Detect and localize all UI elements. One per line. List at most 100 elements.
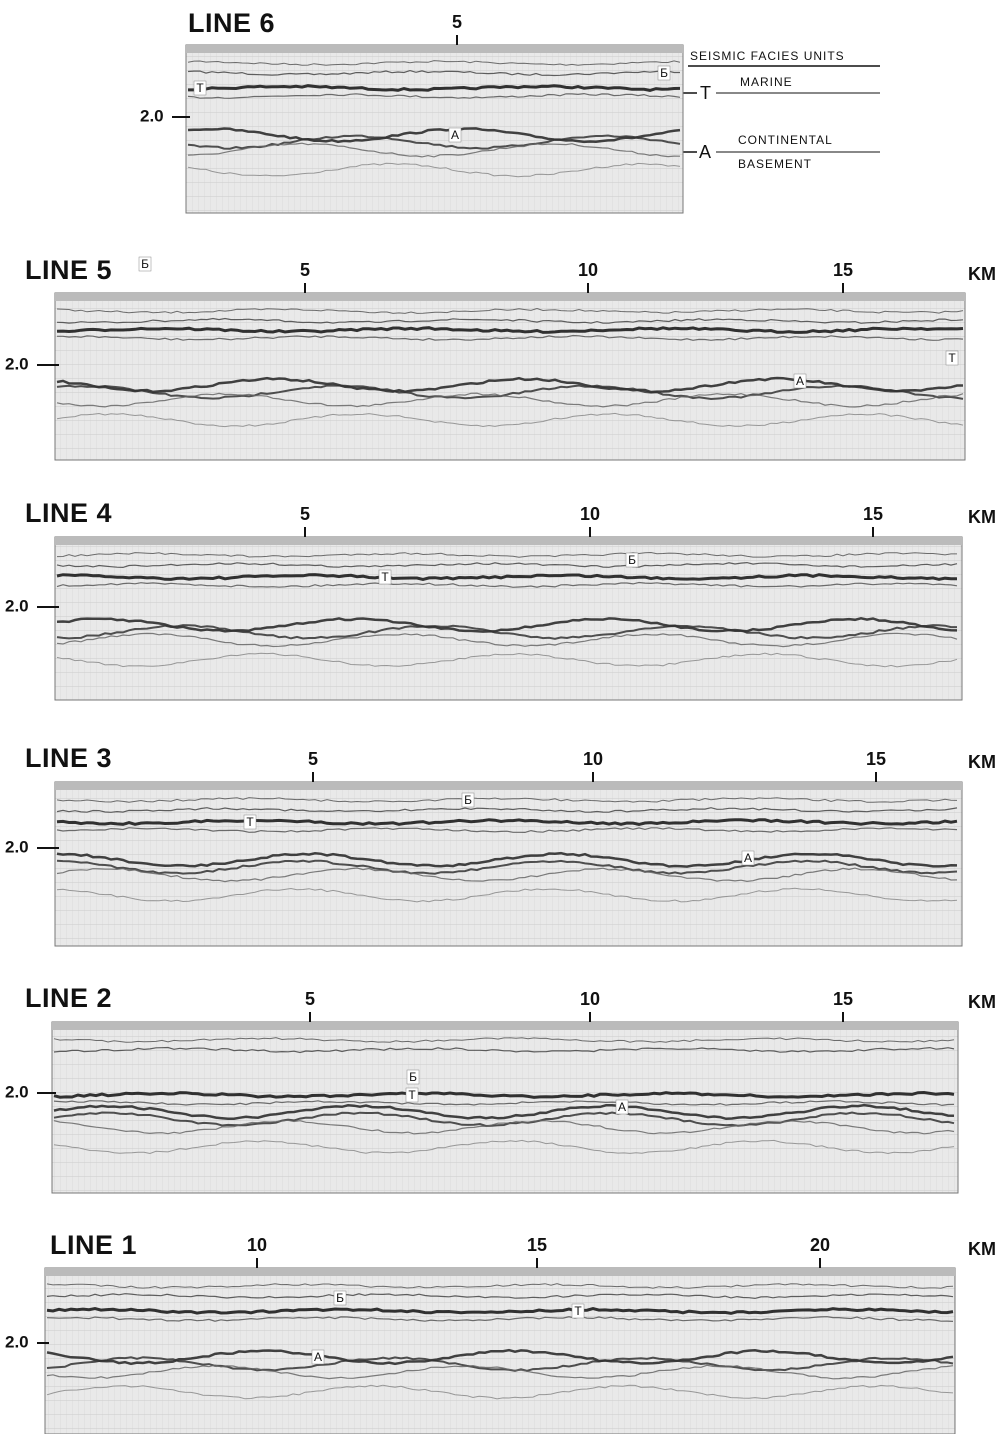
reflector	[53, 1103, 955, 1121]
reflector	[56, 317, 964, 324]
marker-box	[657, 65, 671, 81]
reflector	[46, 1348, 954, 1366]
horizon-marker: A	[744, 851, 752, 865]
km-tick-label: 10	[583, 749, 603, 769]
reflector	[56, 561, 958, 569]
reflector	[57, 334, 964, 341]
reflector	[56, 867, 958, 883]
seismic-line: LINE 5 5 10 15 KM 2.0 Б T A	[5, 255, 996, 461]
km-tick-label: 10	[580, 504, 600, 524]
horizon-marker: A	[451, 128, 459, 142]
legend-symbol: T	[700, 83, 711, 103]
line-title: LINE 6	[188, 8, 275, 38]
legend-symbol: A	[699, 142, 711, 162]
horizon-marker: Б	[409, 1070, 417, 1084]
reflector	[56, 392, 964, 408]
reflector	[56, 797, 958, 803]
km-unit: KM	[968, 264, 996, 284]
reflector	[187, 92, 681, 99]
marker-box	[378, 569, 392, 585]
km-unit: KM	[968, 752, 996, 772]
reflector	[56, 827, 958, 834]
reflector	[56, 573, 958, 581]
marker-box	[406, 1069, 420, 1085]
horizon-marker: Б	[660, 66, 668, 80]
reflector	[187, 69, 680, 77]
depth-label: 2.0	[5, 1332, 29, 1351]
reflector	[187, 142, 681, 158]
seismic-line: LINE 2 5 10 15 KM 2.0 БT A	[5, 983, 996, 1194]
depth-label: 2.0	[5, 1082, 29, 1101]
horizon-marker: T	[246, 815, 254, 829]
horizon-marker: A	[314, 1350, 322, 1364]
km-tick-label: 10	[578, 260, 598, 280]
seismic-line: LINE 1 10 15 20 KM 2.0 Б T A	[5, 1230, 996, 1434]
reflector	[56, 859, 958, 875]
shot-scale	[45, 1268, 955, 1276]
seismic-line: LINE 3 5 10 15 KM 2.0 T Б A	[5, 743, 996, 947]
line-title: LINE 1	[50, 1230, 137, 1260]
shot-scale	[55, 537, 962, 545]
km-tick-label: 20	[810, 1235, 830, 1255]
depth-label: 2.0	[5, 354, 29, 373]
reflector	[56, 807, 958, 813]
km-tick-label: 10	[580, 989, 600, 1009]
reflector	[46, 1316, 954, 1322]
marker-box	[615, 1099, 629, 1115]
reflector	[46, 1384, 954, 1400]
reflector	[56, 376, 963, 394]
marker-box	[448, 127, 462, 143]
marker-box	[405, 1087, 419, 1103]
marker-box	[945, 350, 959, 366]
km-tick-label: 15	[833, 260, 853, 280]
km-tick-label: 5	[308, 749, 318, 769]
km-tick-label: 10	[247, 1235, 267, 1255]
reflector	[56, 581, 958, 588]
reflector	[187, 162, 681, 178]
shot-scale	[55, 782, 962, 790]
reflector	[53, 1090, 955, 1099]
reflector	[56, 384, 964, 401]
seismic-section	[54, 292, 966, 461]
marker-box	[461, 792, 475, 808]
horizon-marker: Б	[336, 1291, 344, 1305]
km-tick-label: 15	[833, 989, 853, 1009]
shot-scale	[186, 45, 683, 53]
reflector	[56, 632, 958, 648]
reflector	[46, 1293, 954, 1300]
line-title: LINE 4	[25, 498, 112, 528]
seismic-line: LINE 6 5 2.0 T Б A	[140, 8, 684, 214]
horizon-marker: Б	[628, 553, 636, 567]
km-tick-label: 5	[300, 504, 310, 524]
legend-label: BASEMENT	[738, 157, 812, 171]
km-tick-label: 5	[452, 12, 462, 32]
reflector	[46, 1283, 954, 1289]
reflector	[56, 624, 957, 640]
reflector	[53, 1119, 955, 1135]
marker-box	[138, 256, 152, 272]
depth-label: 2.0	[5, 837, 29, 856]
depth-label: 2.0	[140, 106, 164, 125]
reflector	[46, 1364, 954, 1380]
legend-label: MARINE	[740, 75, 793, 89]
legend-label: CONTINENTAL	[738, 133, 833, 147]
seismic-section	[54, 536, 963, 701]
km-tick-label: 15	[527, 1235, 547, 1255]
reflector	[53, 1139, 955, 1155]
reflector	[56, 818, 958, 826]
marker-box	[243, 814, 257, 830]
reflector	[188, 84, 681, 92]
horizon-marker: T	[381, 570, 389, 584]
horizon-marker: T	[948, 351, 956, 365]
shot-scale	[52, 1022, 958, 1030]
reflector	[53, 1111, 955, 1128]
reflector	[56, 652, 958, 668]
legend: SEISMIC FACIES UNITS T MARINE A CONTINEN…	[683, 49, 880, 171]
marker-box	[741, 850, 755, 866]
marker-box	[193, 80, 207, 96]
km-tick-label: 5	[305, 989, 315, 1009]
marker-box	[793, 373, 807, 389]
legend-title: SEISMIC FACIES UNITS	[690, 49, 845, 63]
horizon-marker: Б	[464, 793, 472, 807]
